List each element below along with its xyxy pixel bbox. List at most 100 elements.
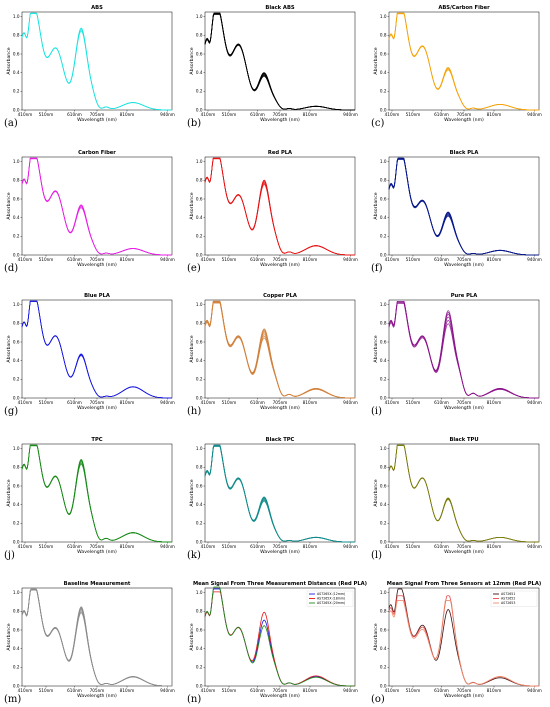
- series-line: [204, 13, 355, 111]
- series-line: [204, 444, 356, 543]
- y-axis-label: Absorbance: [189, 623, 195, 650]
- series-line: [388, 12, 539, 111]
- y-tick-label: 0.8: [13, 465, 20, 470]
- y-axis-label: Absorbance: [189, 47, 195, 74]
- chart-svg: Copper PLA 0.0 0.2 0.4 0.6 0.8 1.0 410nm 510nm 61…: [189, 293, 358, 411]
- series-line: [204, 13, 355, 111]
- x-tick-label: 810nm: [120, 257, 135, 262]
- series-line: [388, 13, 539, 111]
- chart-panel: Mean Signal From Three Sensors at 12mm (…: [367, 576, 550, 706]
- panel-label: (g): [4, 406, 19, 417]
- x-tick-label: 410nm: [18, 544, 33, 549]
- y-axis-label: Absorbance: [189, 479, 195, 506]
- x-tick-label: 510nm: [222, 257, 237, 262]
- x-tick-label: 510nm: [39, 257, 54, 262]
- x-tick-label: 610nm: [434, 400, 449, 405]
- plot-frame: [204, 443, 356, 543]
- chart-title: Black TPU: [449, 437, 478, 443]
- x-tick-label: 705nm: [273, 544, 288, 549]
- series-line: [204, 13, 355, 111]
- y-tick-label: 0.0: [196, 539, 203, 544]
- y-tick-label: 0.0: [380, 252, 387, 257]
- series-line: [21, 158, 172, 256]
- x-axis-label: Wavelength (nm): [260, 693, 300, 699]
- x-tick-label: 510nm: [39, 400, 54, 405]
- chart-title: Black PLA: [450, 150, 479, 156]
- series-line: [204, 302, 355, 399]
- panel-label: (f): [371, 263, 383, 274]
- x-tick-label: 810nm: [487, 257, 502, 262]
- y-tick-label: 0.2: [380, 665, 387, 670]
- plot-frame: [388, 156, 540, 256]
- series-line: [21, 157, 172, 256]
- x-tick-label: 510nm: [39, 112, 54, 117]
- x-tick-label: 810nm: [303, 400, 318, 405]
- x-tick-label: 705nm: [90, 257, 105, 262]
- y-axis-label: Absorbance: [373, 335, 379, 362]
- y-axis-label: Absorbance: [373, 623, 379, 650]
- series-line: [204, 158, 355, 256]
- x-tick-label: 410nm: [201, 112, 216, 117]
- x-tick-label: 705nm: [457, 688, 472, 693]
- panel-label: (o): [371, 694, 385, 705]
- x-tick-label: 940nm: [343, 544, 358, 549]
- y-axis-label: Absorbance: [373, 479, 379, 506]
- x-axis-label: Wavelength (nm): [77, 117, 117, 123]
- y-tick-label: 0.4: [13, 215, 20, 220]
- x-tick-label: 940nm: [527, 112, 542, 117]
- y-tick-label: 0.4: [13, 358, 20, 363]
- y-tick-label: 0.8: [196, 465, 203, 470]
- x-axis-label: Wavelength (nm): [444, 549, 484, 555]
- y-tick-label: 0.4: [196, 215, 203, 220]
- y-tick-label: 0.4: [196, 646, 203, 651]
- x-axis-label: Wavelength (nm): [260, 405, 300, 411]
- x-tick-label: 705nm: [273, 257, 288, 262]
- x-tick-label: 940nm: [160, 112, 175, 117]
- legend-box: [490, 590, 538, 607]
- series-line: [388, 158, 540, 256]
- y-tick-label: 0.8: [196, 33, 203, 38]
- series-line: [21, 589, 172, 687]
- x-tick-label: 940nm: [343, 112, 358, 117]
- series-line: [21, 301, 172, 399]
- panel-label: (a): [4, 118, 18, 129]
- x-tick-label: 410nm: [385, 257, 400, 262]
- x-tick-label: 410nm: [385, 112, 400, 117]
- y-tick-label: 0.4: [380, 646, 387, 651]
- chart-title: Red PLA: [268, 150, 292, 156]
- series-line: [388, 157, 540, 256]
- chart-panel: Baseline Measurement 0.0 0.2 0.4 0.6 0.8 1.0 41…: [0, 576, 183, 706]
- series-line: [388, 445, 540, 543]
- chart-svg: Black TPC 0.0 0.2 0.4 0.6 0.8 1.0 410nm 510nm 610…: [189, 437, 358, 555]
- y-tick-label: 0.0: [13, 683, 20, 688]
- y-tick-label: 0.8: [380, 609, 387, 614]
- y-tick-label: 1.0: [196, 590, 203, 595]
- x-tick-label: 705nm: [273, 112, 288, 117]
- series-line: [21, 13, 172, 111]
- y-tick-label: 0.2: [380, 234, 387, 239]
- x-tick-label: 410nm: [18, 688, 33, 693]
- series-line: [388, 13, 539, 111]
- x-tick-label: 940nm: [527, 688, 542, 693]
- x-axis-label: Wavelength (nm): [444, 262, 484, 268]
- y-tick-label: 0.6: [13, 51, 20, 56]
- y-tick-label: 0.6: [380, 483, 387, 488]
- x-tick-label: 610nm: [434, 544, 449, 549]
- series-line: [388, 595, 539, 687]
- legend-entry: AS7265X (12mm): [317, 592, 345, 596]
- plot-frame: [204, 156, 356, 256]
- x-tick-label: 705nm: [90, 400, 105, 405]
- series-line: [204, 158, 355, 256]
- panel-label: (j): [4, 550, 15, 561]
- x-tick-label: 810nm: [487, 112, 502, 117]
- series-line: [388, 13, 539, 111]
- series-line: [204, 444, 356, 543]
- chart-svg: Red PLA 0.0 0.2 0.4 0.6 0.8 1.0 410nm 510nm 610nm…: [189, 150, 358, 268]
- y-tick-label: 0.0: [196, 252, 203, 257]
- y-tick-label: 0.6: [196, 51, 203, 56]
- plot-frame: [388, 11, 540, 111]
- x-tick-label: 810nm: [487, 400, 502, 405]
- legend-box: [306, 590, 354, 607]
- chart-panel: Red PLA 0.0 0.2 0.4 0.6 0.8 1.0 410nm 510nm 610nm…: [183, 145, 366, 275]
- y-tick-label: 1.0: [196, 159, 203, 164]
